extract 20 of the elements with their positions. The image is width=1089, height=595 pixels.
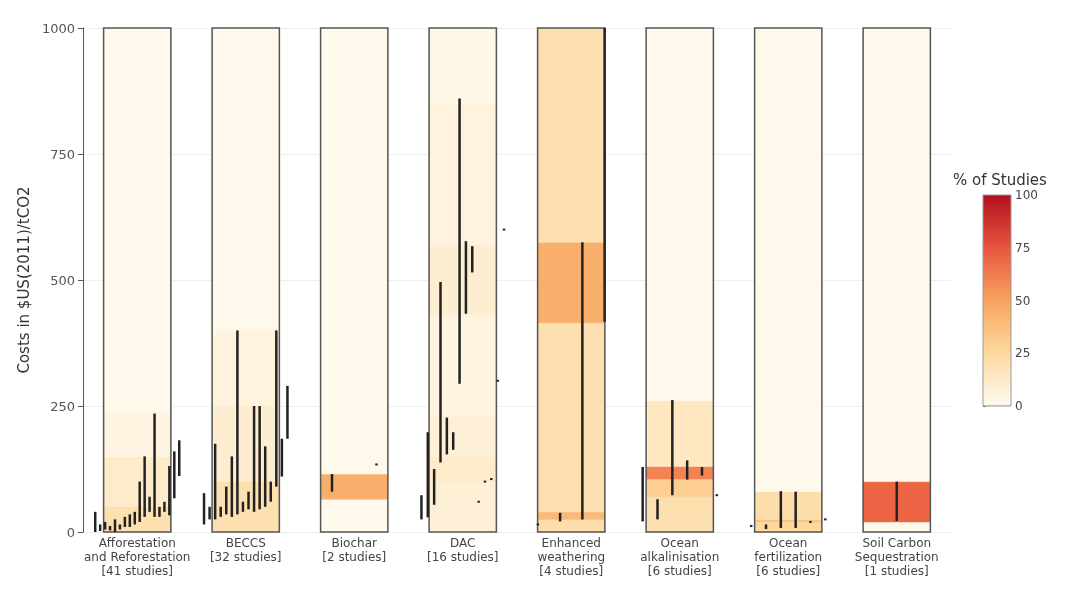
x-tick-label: Soil Carbon Sequestration [1 studies] <box>854 536 939 578</box>
color-bar-label: 0 <box>1015 399 1023 413</box>
x-tick-label: DAC [16 studies] <box>426 536 499 564</box>
y-tick-label: 1000 <box>41 20 75 36</box>
x-tick-label: Enhanced weathering [4 studies] <box>537 536 606 578</box>
color-bar-title: % of Studies <box>953 170 1048 189</box>
x-tick-label: Biochar [2 studies] <box>322 536 387 564</box>
color-bar-label: 75 <box>1015 240 1031 255</box>
x-tick-label: Ocean alkalinisation [6 studies] <box>640 536 720 578</box>
color-bar-label: 25 <box>1015 346 1031 361</box>
y-tick-label: 0 <box>66 524 75 540</box>
color-bar-label: 50 <box>1015 293 1031 308</box>
x-tick-label: Afforestation and Reforestation [41 studies] <box>83 536 191 578</box>
x-tick-label: Ocean fertilization [6 studies] <box>754 536 823 578</box>
y-tick-label: 250 <box>50 398 75 414</box>
y-tick-label: 750 <box>50 146 75 162</box>
y-axis-title: Costs in $US(2011)/tCO2 <box>14 186 33 374</box>
color-bar-label: 100 <box>1015 188 1038 202</box>
x-tick-label: BECCS [32 studies] <box>209 536 282 564</box>
y-tick-label: 500 <box>50 272 75 288</box>
